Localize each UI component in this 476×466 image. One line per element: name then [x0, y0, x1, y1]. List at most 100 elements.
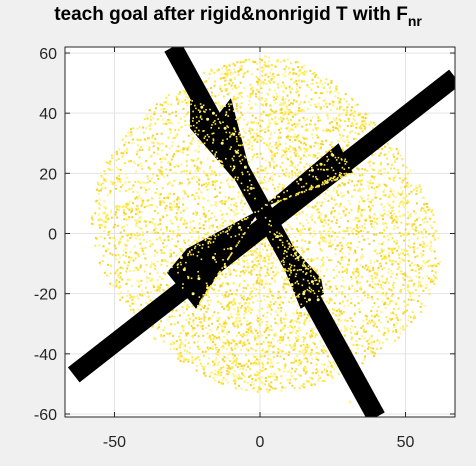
cloud-point	[328, 245, 331, 248]
cloud-point	[364, 122, 367, 125]
cloud-point	[396, 216, 399, 218]
cloud-point	[284, 365, 287, 368]
cloud-point	[303, 70, 306, 73]
cloud-point	[274, 101, 277, 104]
cloud-point	[403, 278, 406, 281]
cloud-point	[239, 94, 242, 97]
cloud-point	[392, 153, 395, 156]
cloud-point	[261, 361, 264, 364]
cloud-point	[192, 220, 195, 223]
cloud-point	[231, 339, 234, 341]
cloud-point	[419, 224, 422, 226]
cloud-point	[217, 311, 220, 314]
cloud-point	[212, 288, 215, 291]
cloud-point	[256, 370, 259, 373]
cloud-point	[258, 386, 260, 388]
cloud-point	[228, 353, 231, 356]
cloud-point	[368, 164, 371, 167]
cloud-point	[227, 331, 230, 333]
cloud-point	[254, 103, 257, 106]
cloud-point	[253, 268, 256, 271]
cloud-point	[417, 265, 420, 268]
cloud-point	[392, 284, 394, 287]
cloud-point	[231, 362, 234, 365]
cloud-point	[282, 117, 285, 120]
cloud-point	[289, 62, 292, 65]
cloud-point	[252, 61, 255, 64]
cloud-point	[165, 120, 168, 123]
cloud-point	[124, 212, 127, 215]
cloud-point	[227, 196, 230, 199]
cloud-point	[102, 245, 105, 248]
cloud-point	[200, 161, 203, 164]
cloud-point	[276, 322, 279, 325]
cloud-point	[350, 302, 353, 305]
cloud-point	[376, 252, 379, 255]
cloud-point	[269, 149, 272, 152]
cloud-point	[326, 373, 329, 376]
cloud-point	[273, 131, 276, 134]
cloud-point	[289, 128, 292, 131]
cloud-point	[191, 132, 194, 135]
cloud-point	[277, 297, 280, 300]
cloud-point	[274, 321, 277, 324]
cloud-point	[338, 114, 341, 117]
cloud-point	[268, 384, 271, 387]
cloud-point	[156, 271, 159, 274]
cloud-point	[415, 219, 418, 222]
cloud-point	[294, 336, 297, 339]
cloud-point	[125, 251, 127, 254]
cloud-point	[207, 176, 209, 179]
cloud-point	[374, 322, 377, 325]
cloud-point	[153, 229, 156, 232]
cloud-point	[358, 200, 361, 203]
cloud-point	[410, 261, 413, 264]
cloud-point	[237, 309, 240, 312]
cloud-point	[179, 149, 182, 152]
cloud-point	[383, 331, 386, 334]
cloud-point	[259, 139, 262, 142]
cloud-point	[169, 220, 172, 222]
cloud-point	[187, 183, 190, 185]
cloud-point	[154, 337, 157, 340]
cloud-point	[277, 307, 280, 310]
cloud-point	[291, 331, 293, 334]
cloud-point	[228, 68, 231, 71]
cloud-point	[197, 157, 200, 160]
cloud-point	[347, 181, 350, 184]
cloud-point	[317, 217, 320, 220]
cloud-point	[258, 61, 261, 64]
cloud-point	[337, 318, 340, 321]
cloud-point	[356, 210, 359, 213]
cloud-point	[201, 328, 204, 330]
cloud-point	[366, 347, 369, 350]
cloud-point	[103, 237, 106, 240]
cloud-point	[186, 308, 188, 311]
cloud-point	[391, 272, 394, 275]
cloud-point	[217, 373, 220, 376]
cloud-point	[277, 189, 280, 192]
cloud-point	[160, 161, 163, 164]
cloud-point	[300, 360, 303, 363]
cloud-point	[273, 317, 276, 320]
cloud-point	[138, 194, 140, 197]
cloud-point	[339, 216, 342, 219]
cloud-point	[203, 371, 206, 374]
cloud-point	[266, 320, 269, 323]
cloud-point	[331, 100, 334, 103]
cloud-point	[374, 190, 377, 193]
cloud-point	[218, 323, 221, 326]
cloud-point	[115, 159, 118, 162]
cloud-point	[288, 85, 291, 88]
cloud-point	[322, 287, 325, 290]
cloud-point	[227, 344, 230, 347]
cloud-point	[334, 248, 337, 251]
cloud-point	[230, 316, 233, 319]
cloud-point	[272, 295, 275, 298]
cloud-point	[92, 223, 95, 226]
cloud-point	[297, 74, 300, 77]
cloud-point	[327, 150, 330, 153]
cloud-point	[197, 239, 200, 242]
cloud-point	[348, 346, 351, 349]
cloud-point	[193, 195, 196, 198]
